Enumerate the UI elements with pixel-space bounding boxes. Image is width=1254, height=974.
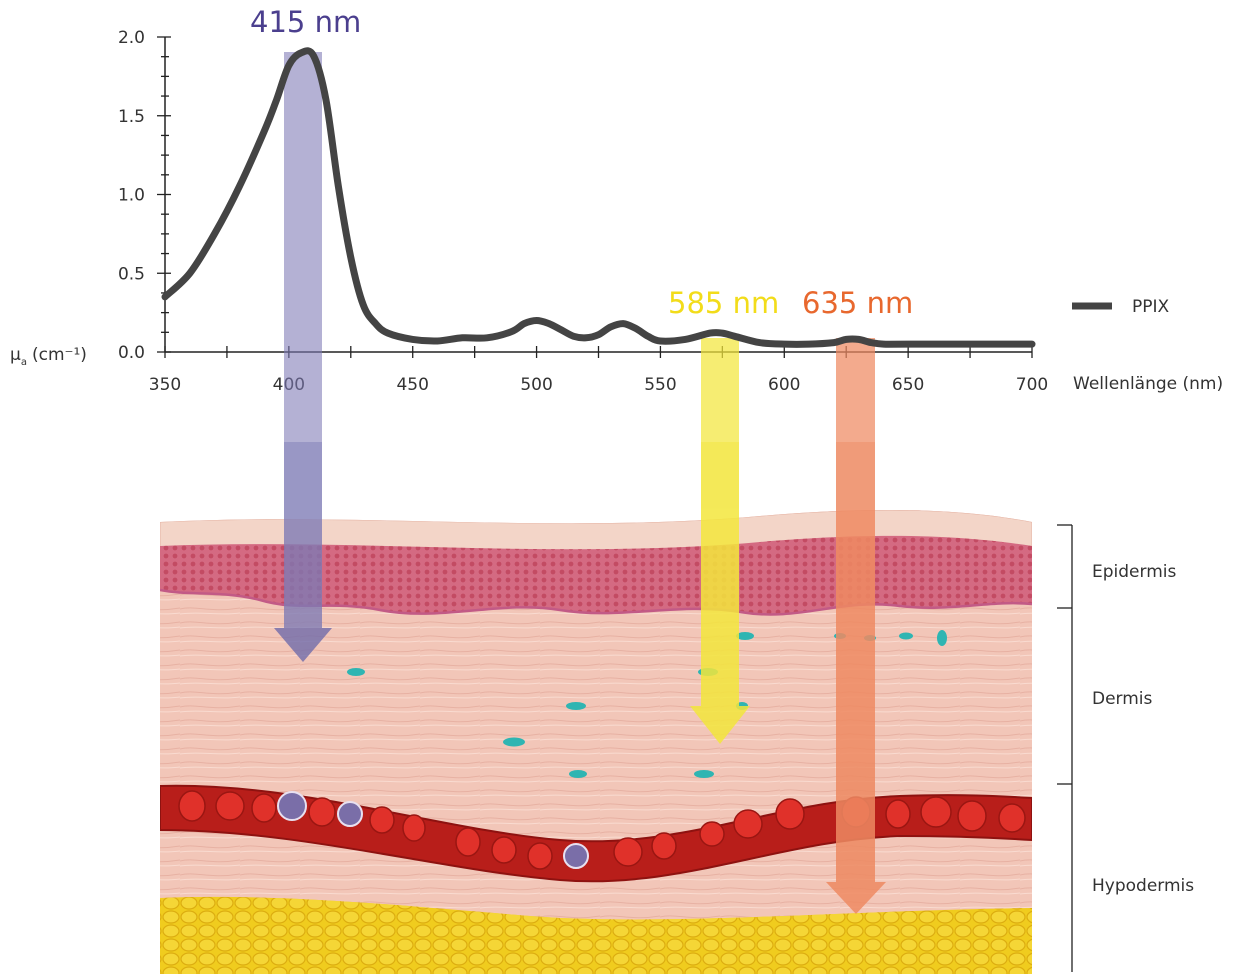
y-tick-label: 1.0 (118, 186, 145, 206)
x-tick-label: 600 (768, 375, 800, 395)
callout-585: 585 nm (668, 286, 779, 320)
y-tick-label: 2.0 (118, 28, 145, 48)
layer-label-hypodermis: Hypodermis (1092, 876, 1194, 896)
wavelength-arrow-585 (690, 338, 750, 744)
y-axis-unit: (cm⁻¹) (32, 345, 87, 365)
y-tick-label: 1.5 (118, 107, 145, 127)
series-line-ppix (161, 47, 1036, 348)
x-axis-title: Wellenlänge (nm) (1073, 374, 1223, 394)
red-blood-cells (178, 790, 1026, 870)
layer-label-dermis: Dermis (1092, 689, 1153, 709)
y-tick-label: 0.0 (118, 343, 145, 363)
y-axis-subscript: a (21, 357, 27, 368)
x-tick-label: 500 (520, 375, 552, 395)
x-tick-label: 650 (892, 375, 924, 395)
wavelength-arrow-415 (274, 52, 332, 662)
y-axis-symbol: μ (10, 345, 21, 365)
x-tick-label: 550 (644, 375, 676, 395)
x-tick-labels: 350400450500550600650700 (149, 346, 1048, 395)
callout-635: 635 nm (802, 286, 913, 320)
blood-vessel (160, 784, 1032, 883)
x-tick-label: 450 (396, 375, 428, 395)
layer-bracket (1057, 524, 1073, 972)
x-tick-label: 350 (149, 375, 181, 395)
y-tick-label: 0.5 (118, 264, 145, 284)
legend: PPIX (1072, 297, 1170, 317)
legend-label-ppix: PPIX (1132, 297, 1170, 317)
white-blood-cells (277, 791, 589, 869)
wavelength-arrow-635 (826, 338, 886, 914)
layer-label-epidermis: Epidermis (1092, 562, 1176, 582)
y-tick-labels: 0.0 0.5 1.0 1.5 2.0 (118, 28, 171, 363)
x-tick-label: 700 (1016, 375, 1048, 395)
callout-415: 415 nm (250, 5, 361, 39)
y-axis-title: μa (cm⁻¹) (10, 345, 87, 368)
